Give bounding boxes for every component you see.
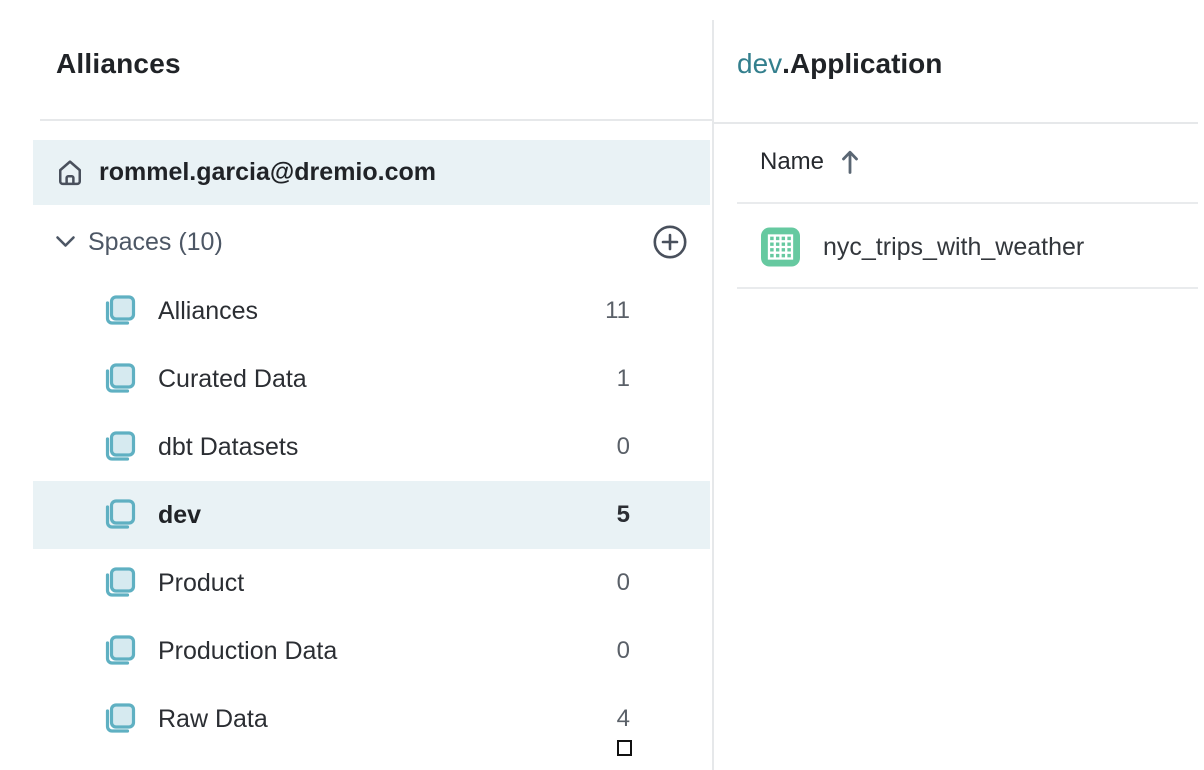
space-icon bbox=[97, 493, 141, 537]
home-item[interactable]: rommel.garcia@dremio.com bbox=[33, 140, 710, 205]
home-item-label: rommel.garcia@dremio.com bbox=[99, 158, 436, 186]
table-header-divider bbox=[737, 202, 1198, 204]
space-name: Product bbox=[158, 568, 245, 597]
breadcrumb-separator: . bbox=[782, 48, 790, 79]
table-row-divider bbox=[737, 287, 1198, 289]
spaces-section-toggle[interactable]: Spaces (10) bbox=[33, 220, 710, 264]
panel-divider bbox=[712, 20, 714, 770]
column-header-name[interactable]: Name bbox=[760, 148, 860, 176]
space-name: Curated Data bbox=[158, 364, 307, 393]
spaces-section-label: Spaces (10) bbox=[88, 227, 223, 256]
column-header-label: Name bbox=[760, 148, 825, 175]
main-panel: dev.Application Name nyc_trips_with bbox=[714, 0, 1204, 770]
spaces-list: Alliances 11 Curated Data 1 bbox=[33, 277, 710, 753]
sidebar-title: Alliances bbox=[56, 48, 181, 79]
item-count-badge: 0 bbox=[616, 433, 630, 460]
sidebar-item-raw-data[interactable]: Raw Data 4 bbox=[33, 685, 710, 753]
item-count-badge: 1 bbox=[616, 365, 630, 392]
sidebar-item-production-data[interactable]: Production Data 0 bbox=[33, 617, 710, 685]
space-icon bbox=[97, 425, 141, 469]
sidebar-item-product[interactable]: Product 0 bbox=[33, 549, 710, 617]
chevron-down-icon[interactable] bbox=[55, 235, 76, 249]
space-name: dev bbox=[158, 500, 202, 529]
sidebar-divider bbox=[40, 119, 713, 121]
space-name: dbt Datasets bbox=[158, 432, 299, 461]
dataset-row[interactable]: nyc_trips_with_weather bbox=[760, 216, 1198, 278]
space-name: Production Data bbox=[158, 636, 338, 665]
breadcrumb-space-link[interactable]: dev bbox=[737, 48, 783, 79]
main-header-divider bbox=[714, 122, 1198, 124]
space-icon bbox=[97, 697, 141, 741]
item-count-badge: 4 bbox=[616, 705, 630, 732]
home-icon bbox=[55, 157, 85, 189]
add-space-button[interactable] bbox=[653, 225, 687, 259]
item-count-badge: 11 bbox=[605, 297, 630, 324]
space-name: Raw Data bbox=[158, 704, 268, 733]
space-icon bbox=[97, 629, 141, 673]
space-icon bbox=[97, 561, 141, 605]
spaces-sidebar: Alliances rommel.garcia@dremio.com Space… bbox=[33, 48, 713, 756]
text-cursor-artifact bbox=[617, 740, 632, 756]
space-name: Alliances bbox=[158, 296, 259, 325]
sidebar-item-dbt-datasets[interactable]: dbt Datasets 0 bbox=[33, 413, 710, 481]
dataset-table-icon bbox=[760, 226, 801, 268]
item-count-badge: 0 bbox=[616, 637, 630, 664]
breadcrumb-entity: Application bbox=[789, 48, 943, 79]
sidebar-item-curated-data[interactable]: Curated Data 1 bbox=[33, 345, 710, 413]
sidebar-item-alliances[interactable]: Alliances 11 bbox=[33, 277, 710, 345]
item-count-badge: 5 bbox=[616, 501, 630, 528]
item-count-badge: 0 bbox=[616, 569, 630, 596]
sidebar-item-dev[interactable]: dev 5 bbox=[33, 481, 710, 549]
dataset-name: nyc_trips_with_weather bbox=[823, 232, 1085, 261]
breadcrumb: dev.Application bbox=[737, 48, 942, 80]
space-icon bbox=[97, 357, 141, 401]
space-icon bbox=[97, 289, 141, 333]
sort-ascending-icon[interactable] bbox=[840, 148, 860, 176]
